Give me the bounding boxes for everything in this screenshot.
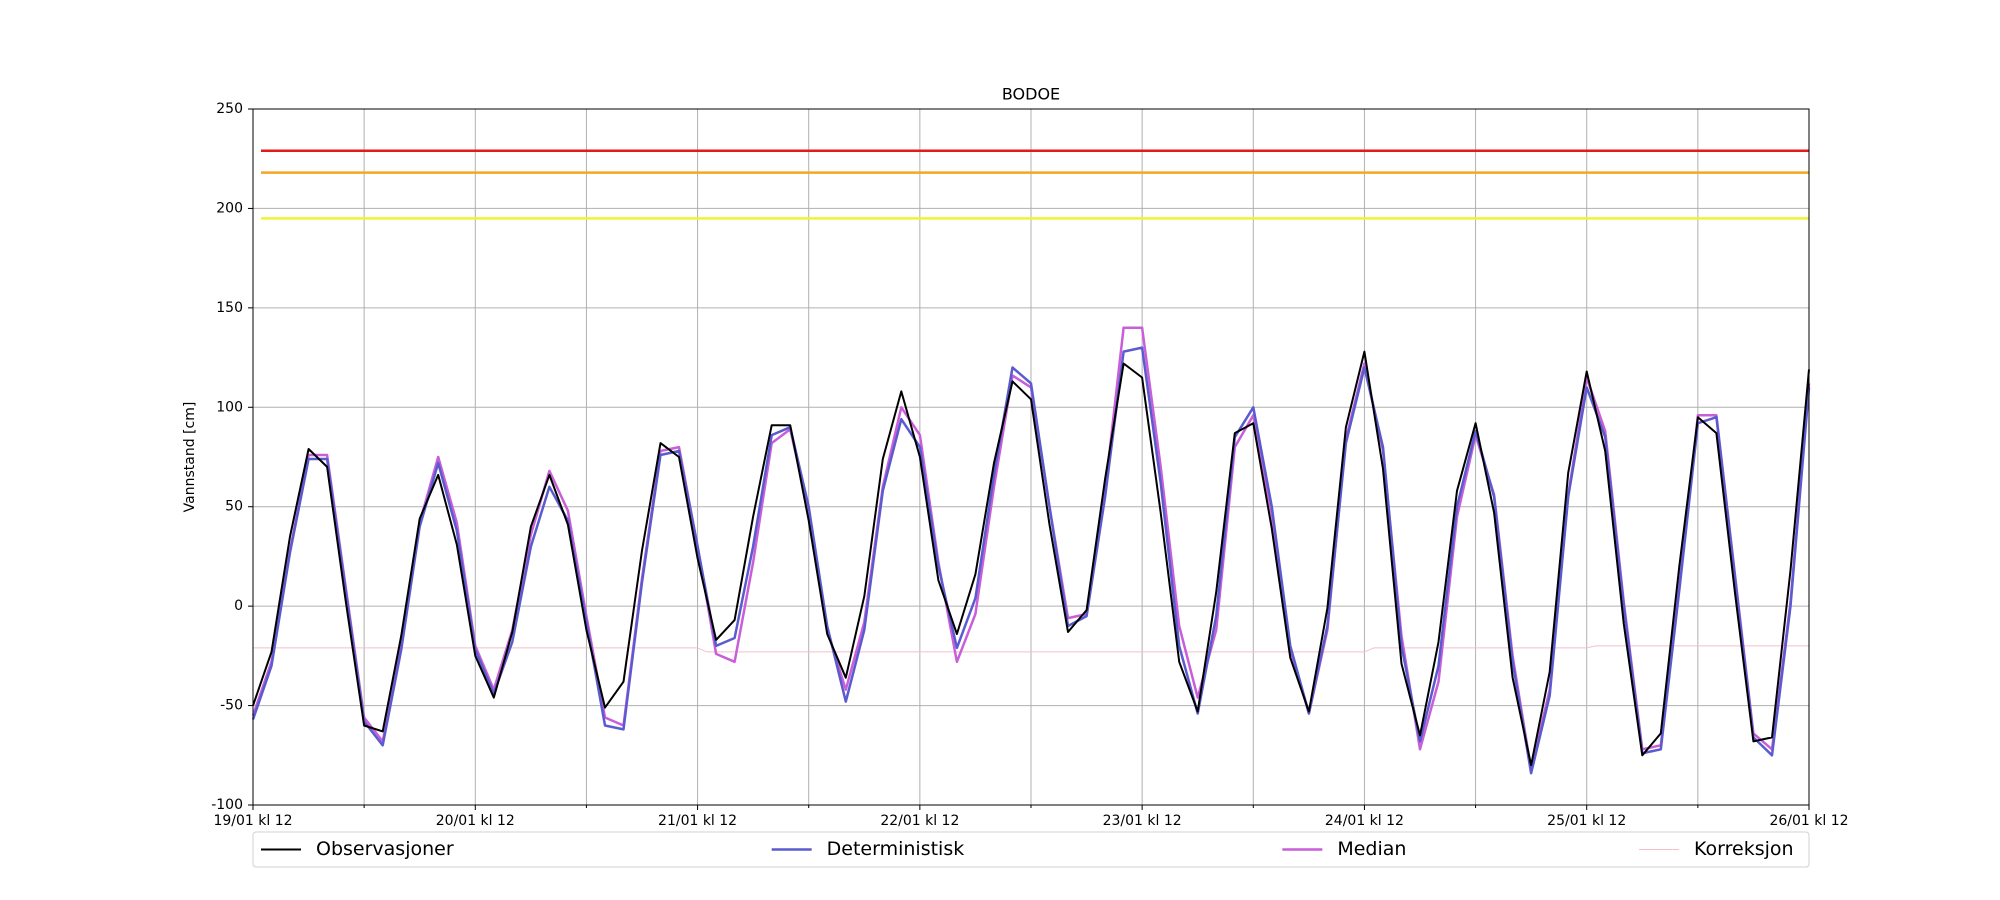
y-tick-label: -100 xyxy=(211,797,243,813)
x-tick-label: 25/01 kl 12 xyxy=(1547,813,1626,829)
y-tick-label: 50 xyxy=(225,499,243,515)
series-line xyxy=(253,645,1809,653)
x-tick-label: 24/01 kl 12 xyxy=(1325,813,1404,829)
legend-label: Deterministisk xyxy=(827,838,965,860)
legend-label: Median xyxy=(1337,838,1406,860)
series-line xyxy=(251,346,1811,775)
x-tick-label: 22/01 kl 12 xyxy=(880,813,959,829)
y-axis-label: Vannstand [cm] xyxy=(182,402,198,513)
x-tick-label: 26/01 kl 12 xyxy=(1769,813,1848,829)
y-tick-label: 0 xyxy=(234,598,243,614)
legend-label: Observasjoner xyxy=(316,838,454,860)
x-tick-label: 19/01 kl 12 xyxy=(213,813,292,829)
y-tick-label: 100 xyxy=(216,399,243,415)
legend-box xyxy=(252,831,1810,868)
y-tick-label: -50 xyxy=(220,698,243,714)
y-tick-label: 200 xyxy=(216,200,243,216)
x-tick-label: 23/01 kl 12 xyxy=(1103,813,1182,829)
legend-label: Korreksjon xyxy=(1694,838,1794,860)
chart-title: BODOE xyxy=(1002,85,1060,104)
y-tick-label: 250 xyxy=(216,101,243,117)
x-tick-label: 21/01 kl 12 xyxy=(658,813,737,829)
series-line xyxy=(252,350,1810,767)
plot-frame xyxy=(252,108,1810,806)
x-tick-label: 20/01 kl 12 xyxy=(436,813,515,829)
y-tick-label: 150 xyxy=(216,300,243,316)
